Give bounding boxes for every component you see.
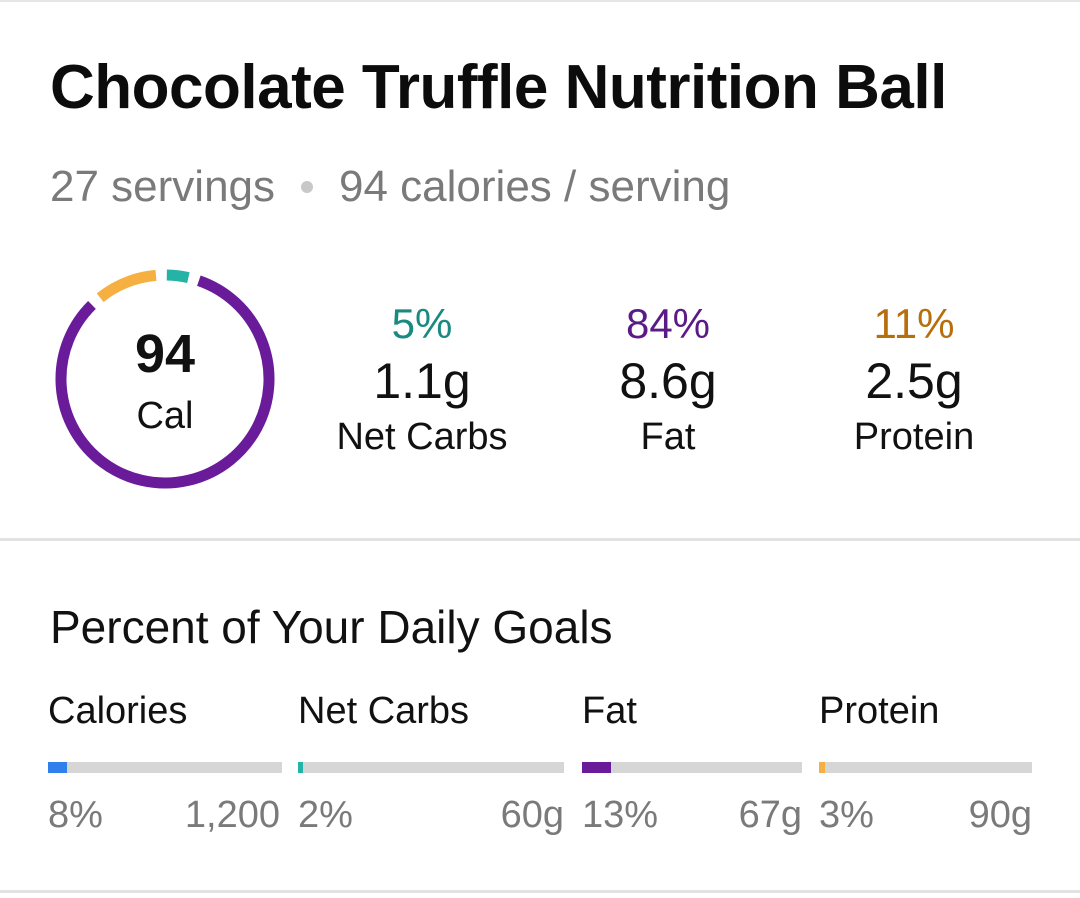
goal-fat: Fat 13% 67g (582, 690, 802, 836)
goal-percent: 3% (819, 794, 874, 836)
section-divider (0, 538, 1080, 541)
ring-segment-net-carbs (166, 269, 190, 284)
servings-text: 27 servings (50, 162, 276, 211)
goal-progress-fill (298, 762, 304, 773)
goal-target: 60g (500, 794, 564, 836)
goal-label: Protein (819, 690, 940, 732)
macro-label: Net Carbs (336, 416, 508, 458)
top-divider (0, 0, 1080, 2)
goal-progress-fill (582, 762, 611, 773)
goal-footer: 3% 90g (819, 794, 1032, 837)
goal-calories: Calories 8% 1,200 (48, 690, 282, 836)
calorie-unit: Cal (136, 395, 194, 437)
macro-label: Fat (640, 416, 696, 458)
goal-label: Calories (48, 690, 188, 732)
macro-ring-chart (55, 269, 275, 489)
goal-footer: 2% 60g (298, 794, 564, 837)
goal-target: 67g (738, 794, 802, 836)
calorie-value: 94 (134, 324, 196, 384)
macro-grams: 1.1g (373, 353, 471, 409)
goal-progress-fill (819, 762, 826, 773)
goal-progress-track (298, 762, 564, 773)
recipe-title: Chocolate Truffle Nutrition Ball (50, 53, 947, 122)
calories-per-serving-text: 94 calories / serving (339, 162, 731, 211)
macro-percent: 5% (391, 300, 453, 347)
goal-progress-track (48, 762, 282, 773)
goal-target: 90g (968, 794, 1032, 836)
calorie-ring: 94 Cal (53, 267, 277, 491)
goal-protein: Protein 3% 90g (819, 690, 1032, 836)
ring-segment-fat (55, 275, 275, 489)
macro-protein: 11% 2.5g Protein (814, 298, 1014, 462)
separator-dot (301, 181, 314, 193)
goal-percent: 13% (582, 794, 659, 836)
macro-percent: 84% (625, 300, 711, 347)
goal-footer: 8% 1,200 (48, 794, 280, 837)
goal-net-carbs: Net Carbs 2% 60g (298, 690, 564, 836)
macro-fat: 84% 8.6g Fat (568, 298, 768, 462)
goal-label: Net Carbs (298, 690, 470, 732)
goal-progress-track (819, 762, 1032, 773)
macro-label: Protein (853, 416, 975, 458)
goal-footer: 13% 67g (582, 794, 802, 837)
goal-progress-track (582, 762, 802, 773)
bottom-divider (0, 890, 1080, 893)
macro-net-carbs: 5% 1.1g Net Carbs (322, 298, 522, 462)
macro-grams: 8.6g (619, 353, 717, 409)
macro-percent: 11% (873, 300, 955, 347)
ring-segment-protein (96, 269, 157, 303)
goal-percent: 8% (48, 794, 103, 836)
daily-goals-title: Percent of Your Daily Goals (50, 601, 613, 653)
goal-progress-fill (48, 762, 67, 773)
goal-label: Fat (582, 690, 637, 732)
macro-grams: 2.5g (865, 353, 963, 409)
goal-percent: 2% (298, 794, 353, 836)
goal-target: 1,200 (184, 794, 280, 836)
recipe-subtitle: 27 servings 94 calories / serving (50, 162, 730, 212)
